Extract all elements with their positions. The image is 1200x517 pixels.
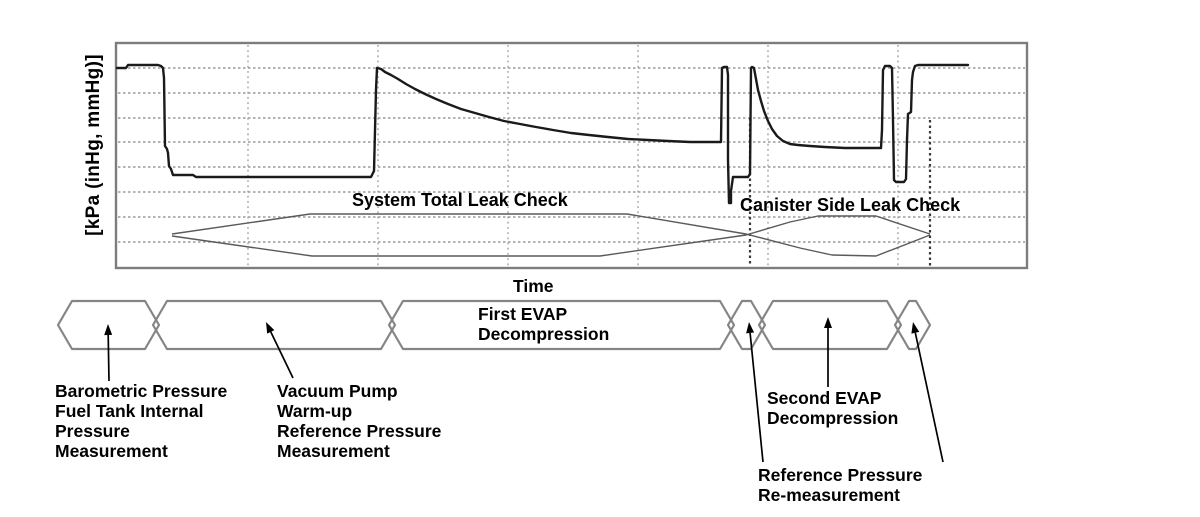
arrow-second-evap-head [824, 317, 832, 328]
pressure-trace [115, 63, 970, 205]
signal-envelope-line [171, 215, 931, 257]
reference-pressure-annotation: Reference Pressure Re-measurement [758, 465, 922, 505]
second-evap-line1: Second EVAP [767, 388, 882, 408]
barometric-line4: Measurement [55, 441, 168, 461]
second-evap-line2: Decompression [767, 408, 899, 428]
barometric-line2: Fuel Tank Internal [55, 401, 204, 421]
phase-reference-remeasure-2 [893, 299, 932, 351]
arrow-reference-left-head [746, 322, 755, 334]
reference-line2: Re-measurement [758, 485, 900, 505]
arrow-barometric-head [104, 324, 113, 336]
phase-vacuum-pump-warmup [151, 299, 397, 351]
barometric-line3: Pressure [55, 421, 130, 441]
arrow-vacuum-pump-line [270, 331, 294, 379]
first-evap-line2: Decompression [478, 324, 610, 344]
vacuum-line4: Measurement [277, 441, 390, 461]
arrow-reference-right-line [914, 332, 944, 463]
barometric-pressure-annotation: Barometric Pressure Fuel Tank Internal P… [55, 381, 227, 461]
barometric-line1: Barometric Pressure [55, 381, 228, 401]
phase-reference-remeasure-1 [726, 299, 767, 351]
vacuum-line3: Reference Pressure [277, 421, 442, 441]
phase-baro-pressure-measurement [56, 299, 161, 351]
phase-first-evap-decompression [387, 299, 736, 351]
arrow-reference-left-line [749, 332, 764, 463]
arrow-barometric-line [107, 334, 110, 382]
second-evap-decompression-annotation: Second EVAP Decompression [767, 388, 898, 428]
system-total-leak-check-label: System Total Leak Check [352, 190, 568, 210]
y-axis-label: [kPa (inHg, mmHg)] [83, 54, 104, 236]
arrow-reference-right-head [911, 322, 920, 334]
vacuum-line1: Vacuum Pump [277, 381, 398, 401]
canister-side-leak-check-label: Canister Side Leak Check [740, 195, 961, 215]
vacuum-pump-annotation: Vacuum Pump Warm-up Reference Pressure M… [277, 381, 441, 461]
reference-line1: Reference Pressure [758, 465, 923, 485]
first-evap-line1: First EVAP [478, 304, 568, 324]
first-evap-decompression-label: First EVAP Decompression [478, 304, 609, 344]
phase-second-evap-decompression [757, 299, 903, 351]
time-axis-label: Time [513, 276, 554, 296]
plot-border [114, 41, 1029, 270]
vacuum-line2: Warm-up [277, 401, 353, 421]
signal-envelope-line [171, 213, 931, 257]
arrow-vacuum-pump-head [266, 322, 275, 334]
